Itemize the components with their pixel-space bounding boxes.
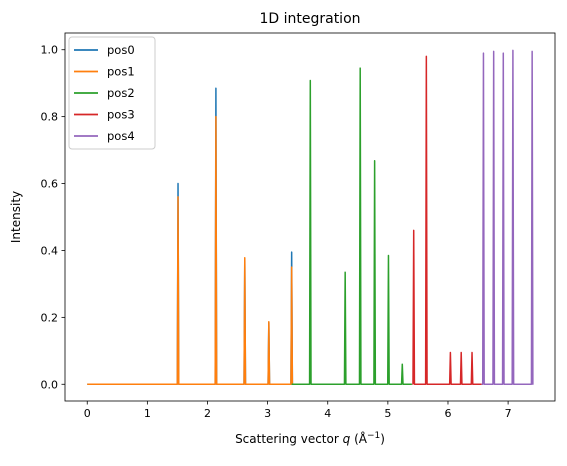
x-axis-label-exp: −1	[367, 431, 380, 441]
y-tick-label: 0.6	[41, 178, 59, 191]
y-tick-label: 0.0	[41, 378, 59, 391]
legend-label-pos2: pos2	[107, 86, 135, 100]
series-line-pos1	[87, 115, 294, 386]
x-axis-label: Scattering vector q (Å−1)	[235, 431, 385, 446]
x-axis-label-unit: (Å	[354, 431, 368, 446]
x-axis-label-close: )	[380, 432, 385, 446]
series-line-pos2	[291, 67, 412, 386]
legend-label-pos3: pos3	[107, 108, 135, 122]
x-tick-label: 2	[204, 407, 211, 420]
legend-box	[68, 36, 156, 150]
x-tick-label: 1	[144, 407, 151, 420]
series-layer	[87, 49, 534, 386]
x-axis-ticks: 0 1 2 3 4 5 6 7	[84, 401, 512, 420]
y-axis-ticks: 0.0 0.2 0.4 0.6 0.8 1.0	[41, 44, 65, 391]
y-tick-label: 0.2	[41, 311, 59, 324]
y-tick-label: 1.0	[41, 44, 59, 57]
y-tick-label: 0.8	[41, 111, 59, 124]
x-tick-label: 5	[384, 407, 391, 420]
legend-label-pos1: pos1	[107, 65, 135, 79]
series-line-pos3	[412, 55, 482, 386]
legend: pos0 pos1 pos2 pos3 pos4	[68, 36, 156, 150]
x-tick-label: 7	[505, 407, 512, 420]
x-axis-label-var: q	[343, 432, 351, 446]
x-axis-label-prefix: Scattering vector	[235, 432, 339, 446]
y-axis-label: Intensity	[9, 191, 23, 243]
legend-label-pos0: pos0	[107, 43, 135, 57]
legend-label-pos4: pos4	[107, 129, 135, 143]
x-tick-label: 4	[324, 407, 331, 420]
plot-frame	[64, 32, 556, 402]
x-tick-label: 6	[444, 407, 451, 420]
x-tick-label: 0	[84, 407, 91, 420]
x-tick-label: 3	[264, 407, 271, 420]
y-tick-label: 0.4	[41, 244, 59, 257]
series-line-pos4	[481, 49, 534, 386]
chart-title: 1D integration	[259, 11, 360, 27]
